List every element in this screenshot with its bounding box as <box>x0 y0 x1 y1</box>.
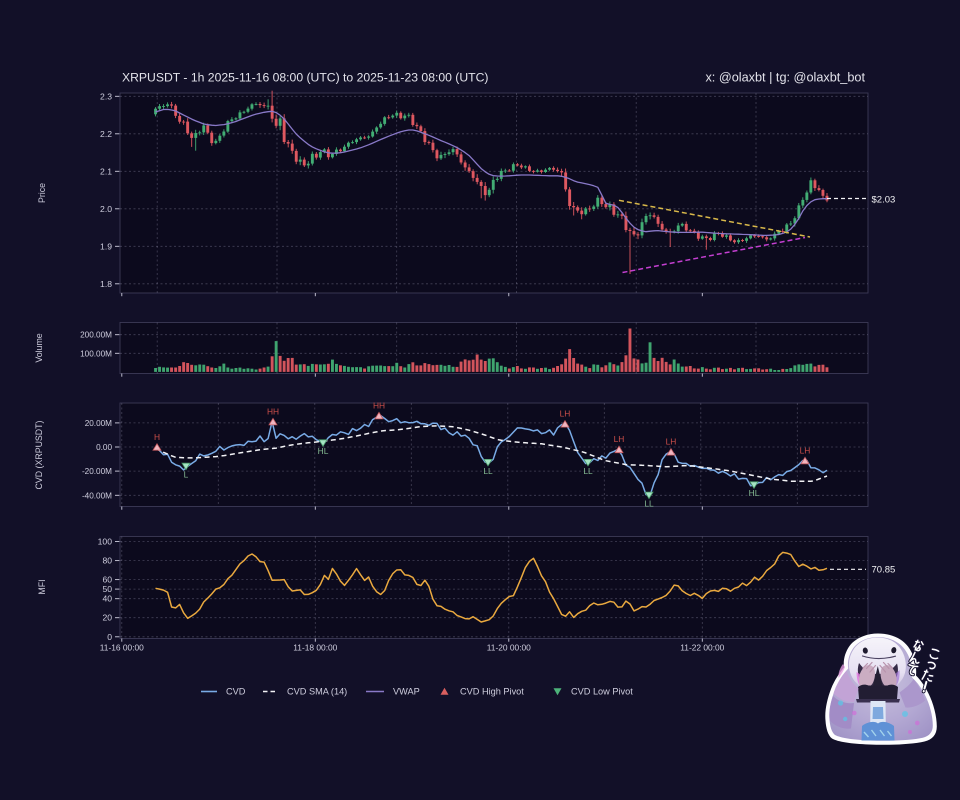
svg-text:CVD High Pivot: CVD High Pivot <box>460 687 524 697</box>
svg-text:-40.00M: -40.00M <box>82 491 112 500</box>
svg-text:CVD: CVD <box>226 687 246 697</box>
svg-text:20.00M: 20.00M <box>85 419 112 428</box>
svg-text:1.8: 1.8 <box>100 279 112 289</box>
svg-text:Volume: Volume <box>34 333 44 362</box>
svg-text:H: H <box>154 432 160 442</box>
svg-text:0.00: 0.00 <box>96 443 112 452</box>
svg-text:80: 80 <box>102 556 112 566</box>
svg-text:LH: LH <box>614 434 625 444</box>
svg-text:20: 20 <box>102 613 112 623</box>
svg-text:CVD (XRPUSDT): CVD (XRPUSDT) <box>34 420 44 489</box>
svg-text:Price: Price <box>37 183 47 203</box>
svg-text:1.9: 1.9 <box>100 241 112 251</box>
svg-text:-20.00M: -20.00M <box>82 467 112 476</box>
svg-text:x: @olaxbt | tg: @olaxbt_bot: x: @olaxbt | tg: @olaxbt_bot <box>705 71 865 85</box>
svg-text:L: L <box>184 470 189 480</box>
svg-text:HL: HL <box>749 488 760 498</box>
svg-text:LH: LH <box>560 409 571 419</box>
svg-text:MFI: MFI <box>37 579 47 594</box>
svg-text:50: 50 <box>102 584 112 594</box>
svg-text:200.00M: 200.00M <box>80 331 112 340</box>
svg-text:2.2: 2.2 <box>100 129 112 139</box>
svg-text:LL: LL <box>644 499 654 509</box>
svg-text:40: 40 <box>102 594 112 604</box>
svg-text:100: 100 <box>98 537 113 547</box>
svg-text:LH: LH <box>666 437 677 447</box>
svg-text:VWAP: VWAP <box>393 687 420 697</box>
svg-text:HH: HH <box>373 400 385 410</box>
svg-text:100.00M: 100.00M <box>80 349 112 358</box>
svg-text:11-18 00:00: 11-18 00:00 <box>293 643 337 653</box>
svg-text:11-20 00:00: 11-20 00:00 <box>487 643 531 653</box>
svg-text:$2.03: $2.03 <box>872 195 896 206</box>
svg-text:LH: LH <box>800 445 811 455</box>
svg-text:HH: HH <box>267 406 279 416</box>
svg-text:LL: LL <box>483 466 493 476</box>
svg-text:HL: HL <box>318 446 329 456</box>
svg-text:11-16 00:00: 11-16 00:00 <box>100 643 144 653</box>
svg-text:CVD SMA (14): CVD SMA (14) <box>287 687 347 697</box>
svg-text:70.85: 70.85 <box>872 565 896 576</box>
svg-text:2.3: 2.3 <box>100 91 112 101</box>
svg-text:0: 0 <box>107 632 112 642</box>
svg-text:LL: LL <box>583 466 593 476</box>
svg-text:2.1: 2.1 <box>100 166 112 176</box>
svg-text:XRPUSDT - 1h 2025-11-16 08:00: XRPUSDT - 1h 2025-11-16 08:00 (UTC) to 2… <box>122 71 488 85</box>
svg-text:2.0: 2.0 <box>100 204 112 214</box>
svg-text:60: 60 <box>102 575 112 585</box>
svg-text:CVD Low Pivot: CVD Low Pivot <box>571 687 633 697</box>
svg-text:11-22 00:00: 11-22 00:00 <box>680 643 724 653</box>
